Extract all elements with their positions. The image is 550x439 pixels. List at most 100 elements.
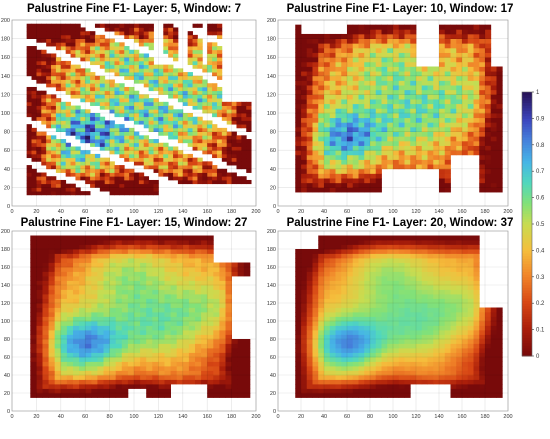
- heatmap-cell: [104, 127, 110, 132]
- heatmap-cell: [347, 113, 354, 119]
- heatmap-cell: [31, 98, 37, 103]
- heatmap-cell: [79, 357, 86, 362]
- heatmap-cell: [324, 94, 331, 100]
- heatmap-cell: [195, 271, 202, 277]
- heatmap-cell: [148, 79, 154, 84]
- heatmap-cell: [164, 357, 171, 362]
- heatmap-cell: [439, 113, 446, 119]
- heatmap-cell: [358, 99, 365, 105]
- heatmap-cell: [109, 57, 115, 62]
- heatmap-cell: [36, 142, 42, 147]
- heatmap-cell: [207, 312, 214, 317]
- heatmap-cell: [398, 375, 405, 380]
- heatmap-cell: [85, 75, 91, 80]
- heatmap-cell: [324, 258, 331, 263]
- heatmap-cell: [410, 330, 417, 335]
- heatmap-cell: [370, 108, 377, 114]
- heatmap-cell: [143, 187, 150, 192]
- heatmap-cell: [375, 80, 382, 86]
- heatmap-cell: [364, 43, 371, 49]
- heatmap-cell: [41, 146, 47, 151]
- heatmap-cell: [177, 139, 184, 144]
- heatmap-cell: [104, 124, 110, 129]
- heatmap-cell: [75, 131, 81, 136]
- heatmap-cell: [301, 249, 308, 254]
- heatmap-cell: [352, 24, 359, 30]
- heatmap-cell: [26, 135, 32, 140]
- heatmap-cell: [306, 334, 313, 340]
- heatmap-cell: [241, 124, 247, 129]
- heatmap-cell: [444, 357, 451, 362]
- heatmap-cell: [225, 375, 232, 380]
- heatmap-cell: [404, 24, 411, 30]
- heatmap-cell: [46, 57, 52, 62]
- heatmap-cell: [364, 307, 371, 313]
- heatmap-cell: [148, 27, 154, 32]
- heatmap-cell: [41, 176, 47, 181]
- heatmap-cell: [231, 172, 237, 177]
- heatmap-cell: [347, 52, 354, 58]
- heatmap-cell: [153, 161, 159, 166]
- heatmap-cell: [324, 267, 331, 272]
- heatmap-cell: [42, 379, 49, 385]
- heatmap-cell: [439, 99, 446, 105]
- heatmap-cell: [134, 280, 141, 286]
- heatmap-cell: [387, 85, 394, 91]
- heatmap-cell: [335, 370, 342, 376]
- heatmap-cell: [421, 280, 428, 286]
- heatmap-cell: [51, 38, 57, 43]
- heatmap-cell: [410, 379, 417, 385]
- heatmap-cell: [158, 79, 164, 84]
- heatmap-cell: [46, 191, 52, 196]
- heatmap-cell: [182, 303, 190, 308]
- x-tick-label: 140: [178, 414, 187, 420]
- heatmap-cell: [462, 57, 469, 63]
- heatmap-cell: [364, 267, 371, 272]
- heatmap-cell: [439, 298, 446, 304]
- heatmap-cell: [94, 176, 101, 181]
- heatmap-cell: [236, 113, 242, 118]
- heatmap-cell: [90, 34, 96, 39]
- heatmap-cell: [352, 262, 359, 268]
- heatmap-cell: [341, 136, 348, 142]
- heatmap-cell: [410, 285, 417, 290]
- heatmap-cell: [329, 294, 336, 299]
- heatmap-cell: [73, 276, 80, 281]
- heatmap-cell: [416, 280, 423, 286]
- heatmap-cell: [51, 157, 57, 162]
- heatmap-cell: [450, 85, 457, 91]
- heatmap-cell: [393, 150, 400, 156]
- heatmap-cell: [462, 85, 469, 91]
- heatmap-cell: [48, 267, 56, 272]
- heatmap-cell: [75, 27, 81, 32]
- heatmap-cell: [60, 339, 68, 344]
- heatmap-cell: [36, 384, 43, 389]
- heatmap-cell: [490, 182, 497, 188]
- heatmap-cell: [496, 117, 503, 123]
- heatmap-cell: [410, 29, 417, 35]
- heatmap-cell: [158, 285, 165, 290]
- heatmap-cell: [485, 29, 492, 35]
- heatmap-cell: [341, 122, 348, 128]
- heatmap-cell: [318, 262, 325, 268]
- heatmap-cell: [347, 61, 354, 67]
- heatmap-cell: [197, 64, 203, 69]
- heatmap-cell: [421, 145, 428, 151]
- heatmap-cell: [60, 142, 67, 147]
- heatmap-cell: [66, 289, 74, 295]
- heatmap-cell: [381, 258, 388, 263]
- heatmap-cell: [80, 94, 86, 99]
- heatmap-cell: [347, 285, 354, 290]
- heatmap-cell: [140, 240, 147, 245]
- heatmap-cell: [358, 339, 365, 344]
- heatmap-cell: [90, 83, 96, 88]
- heatmap-cell: [182, 131, 189, 136]
- heatmap-cell: [138, 183, 145, 188]
- heatmap-cell: [364, 316, 371, 322]
- heatmap-cell: [115, 384, 123, 389]
- heatmap-cell: [127, 289, 135, 295]
- y-tick-label: 100: [1, 111, 10, 117]
- heatmap-cell: [60, 146, 67, 151]
- heatmap-cell: [490, 187, 497, 193]
- heatmap-cell: [70, 187, 76, 192]
